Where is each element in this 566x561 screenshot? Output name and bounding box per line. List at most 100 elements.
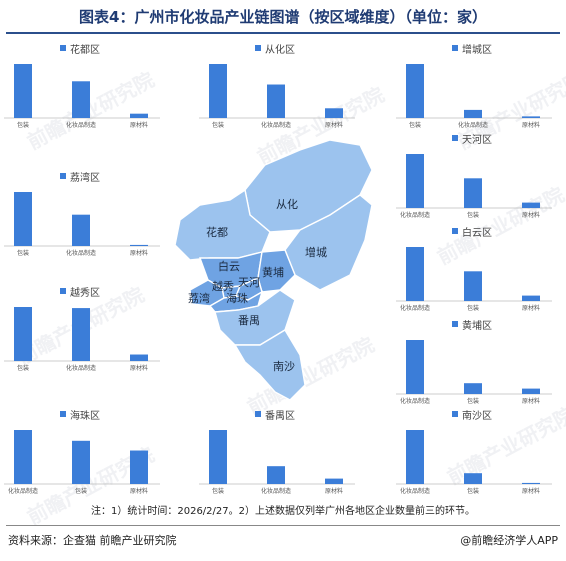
bar — [14, 307, 32, 361]
x-tick-label: 原材料 — [130, 121, 148, 129]
bar — [14, 64, 32, 118]
map-label-huadu: 花都 — [206, 226, 228, 239]
x-tick-label: 原材料 — [522, 304, 540, 312]
x-tick-label: 包装 — [17, 249, 29, 257]
bar — [325, 108, 343, 118]
bar — [522, 116, 540, 118]
x-tick-label: 化妆品制造 — [66, 249, 96, 257]
map-district-panyu — [214, 289, 296, 346]
bar-panel-yuexiu: 越秀区 包装 化妆品制造 原材料 — [0, 285, 170, 375]
source-text: 资料来源：企查猫 前瞻产业研究院 — [8, 534, 177, 547]
footnote: 注：1）统计时间：2026/2/27。2）上述数据仅列举广州各地区企业数量前三的… — [91, 506, 475, 517]
bar — [130, 450, 148, 484]
x-tick-label: 包装 — [212, 487, 224, 495]
bar-panel-nansha: 南沙区化妆品制造 包装 原材料 — [392, 408, 562, 498]
x-tick-label: 包装 — [75, 487, 87, 495]
legend-marker — [255, 45, 261, 51]
bar-panel-tianhe: 天河区 化妆品制造 包装 原材料 — [392, 132, 562, 222]
bar — [464, 178, 482, 208]
x-tick-label: 化妆品制造 — [261, 121, 291, 129]
bar-panel-huadu: 花都区 包装 化妆品制造 原材料 — [0, 42, 170, 132]
bar — [522, 202, 540, 208]
x-tick-label: 化妆品制造 — [66, 121, 96, 129]
x-tick-label: 包装 — [467, 304, 479, 312]
legend-marker — [452, 45, 458, 51]
legend-label: 海珠区 — [70, 409, 100, 422]
bar — [72, 81, 90, 118]
x-tick-label: 包装 — [17, 121, 29, 129]
bar — [267, 84, 285, 118]
map-district-nansha — [233, 329, 306, 401]
legend-label: 番禺区 — [265, 410, 295, 422]
legend-label: 南沙区 — [462, 409, 492, 422]
x-tick-label: 原材料 — [522, 487, 540, 495]
x-tick-label: 化妆品制造 — [400, 487, 430, 495]
map-label-haizhu: 海珠 — [226, 291, 248, 305]
x-tick-label: 包装 — [467, 211, 479, 219]
legend-label: 荔湾区 — [70, 171, 100, 184]
x-tick-label: 原材料 — [522, 397, 540, 405]
x-tick-label: 化妆品制造 — [66, 364, 96, 372]
bar-panel-haizhu: 海珠区 化妆品制造 包装 原材料 — [0, 408, 170, 498]
legend-marker — [452, 135, 458, 141]
x-tick-label: 包装 — [212, 121, 224, 129]
bar — [464, 383, 482, 394]
bar — [130, 244, 148, 246]
legend-marker — [452, 228, 458, 234]
x-tick-label: 包装 — [409, 121, 421, 129]
legend-label: 从化区 — [265, 43, 295, 56]
map-label-baiyun: 白云 — [218, 259, 240, 273]
bar — [406, 430, 424, 484]
legend-marker — [60, 45, 66, 51]
x-tick-label: 包装 — [467, 487, 479, 495]
legend-marker — [60, 411, 66, 417]
title-divider — [6, 32, 560, 34]
x-tick-label: 原材料 — [130, 364, 148, 372]
legend-label: 增城区 — [462, 43, 492, 56]
bar — [522, 295, 540, 301]
brand-text: @前瞻经济学人APP — [460, 534, 558, 547]
bar — [14, 192, 32, 246]
x-tick-label: 包装 — [17, 364, 29, 372]
x-tick-label: 化妆品制造 — [458, 121, 488, 129]
map-label-yuexiu: 越秀 — [212, 279, 234, 293]
bar — [209, 430, 227, 484]
map-label-tianhe: 天河 — [238, 276, 260, 289]
x-tick-label: 原材料 — [325, 487, 343, 495]
x-tick-label: 化妆品制造 — [400, 397, 430, 405]
bar-panel-panyu: 番禺区 包装 化妆品制造 原材料 — [195, 408, 365, 498]
map-label-zengcheng: 增城 — [305, 245, 327, 259]
bar — [72, 308, 90, 361]
bar — [522, 482, 540, 484]
bar-panel-liwan: 荔湾区包装 化妆品制造 原材料 — [0, 170, 170, 260]
map-label-panyu: 番禺 — [238, 314, 260, 327]
map-label-liwan: 荔湾 — [188, 291, 210, 305]
legend-label: 天河区 — [462, 134, 492, 146]
legend-label: 白云区 — [462, 226, 492, 239]
bar — [72, 440, 90, 484]
bar — [406, 64, 424, 118]
bar — [267, 466, 285, 484]
x-tick-label: 原材料 — [130, 249, 148, 257]
bar-panel-baiyun: 白云区 化妆品制造 包装 原材料 — [392, 225, 562, 315]
map-label-conghua: 从化 — [276, 197, 298, 211]
map-district-huadu — [174, 188, 271, 261]
bar — [72, 214, 90, 246]
legend-marker — [60, 173, 66, 179]
legend-marker — [452, 321, 458, 327]
legend-label: 黄埔区 — [462, 319, 492, 332]
bar — [14, 430, 32, 484]
map-label-huangpu: 黄埔 — [262, 265, 284, 279]
legend-marker — [452, 411, 458, 417]
bar — [130, 113, 148, 118]
bar — [464, 109, 482, 118]
